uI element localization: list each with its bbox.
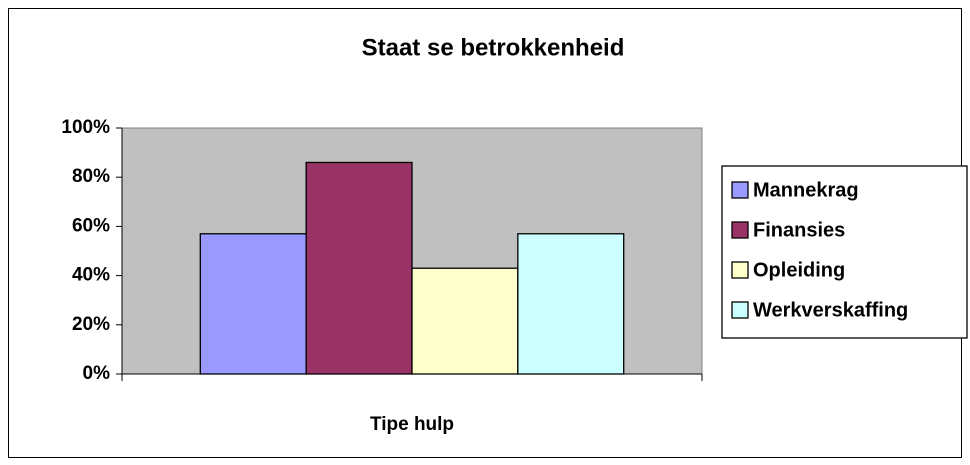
legend-label: Opleiding bbox=[753, 259, 845, 281]
legend-swatch bbox=[731, 221, 749, 239]
y-tick-label: 100% bbox=[61, 117, 110, 138]
bar bbox=[305, 161, 413, 375]
chart-title: Staat se betrokkenheid bbox=[362, 34, 625, 61]
legend-label: Werkverskaffing bbox=[753, 299, 908, 321]
y-tick-label: 60% bbox=[72, 215, 110, 236]
legend-box bbox=[721, 165, 968, 339]
legend-label: Finansies bbox=[753, 219, 845, 241]
legend-swatch bbox=[731, 181, 749, 199]
bar bbox=[199, 233, 307, 375]
y-tick-label: 80% bbox=[72, 166, 110, 187]
y-tick-label: 0% bbox=[83, 363, 111, 384]
bar bbox=[517, 233, 625, 375]
y-tick-label: 20% bbox=[72, 314, 110, 335]
legend-swatch bbox=[731, 301, 749, 319]
x-tick-label: Tipe hulp bbox=[370, 414, 454, 435]
bar bbox=[411, 267, 519, 375]
legend-label: Mannekrag bbox=[753, 179, 859, 201]
y-tick-label: 40% bbox=[72, 265, 110, 286]
legend-swatch bbox=[731, 261, 749, 279]
